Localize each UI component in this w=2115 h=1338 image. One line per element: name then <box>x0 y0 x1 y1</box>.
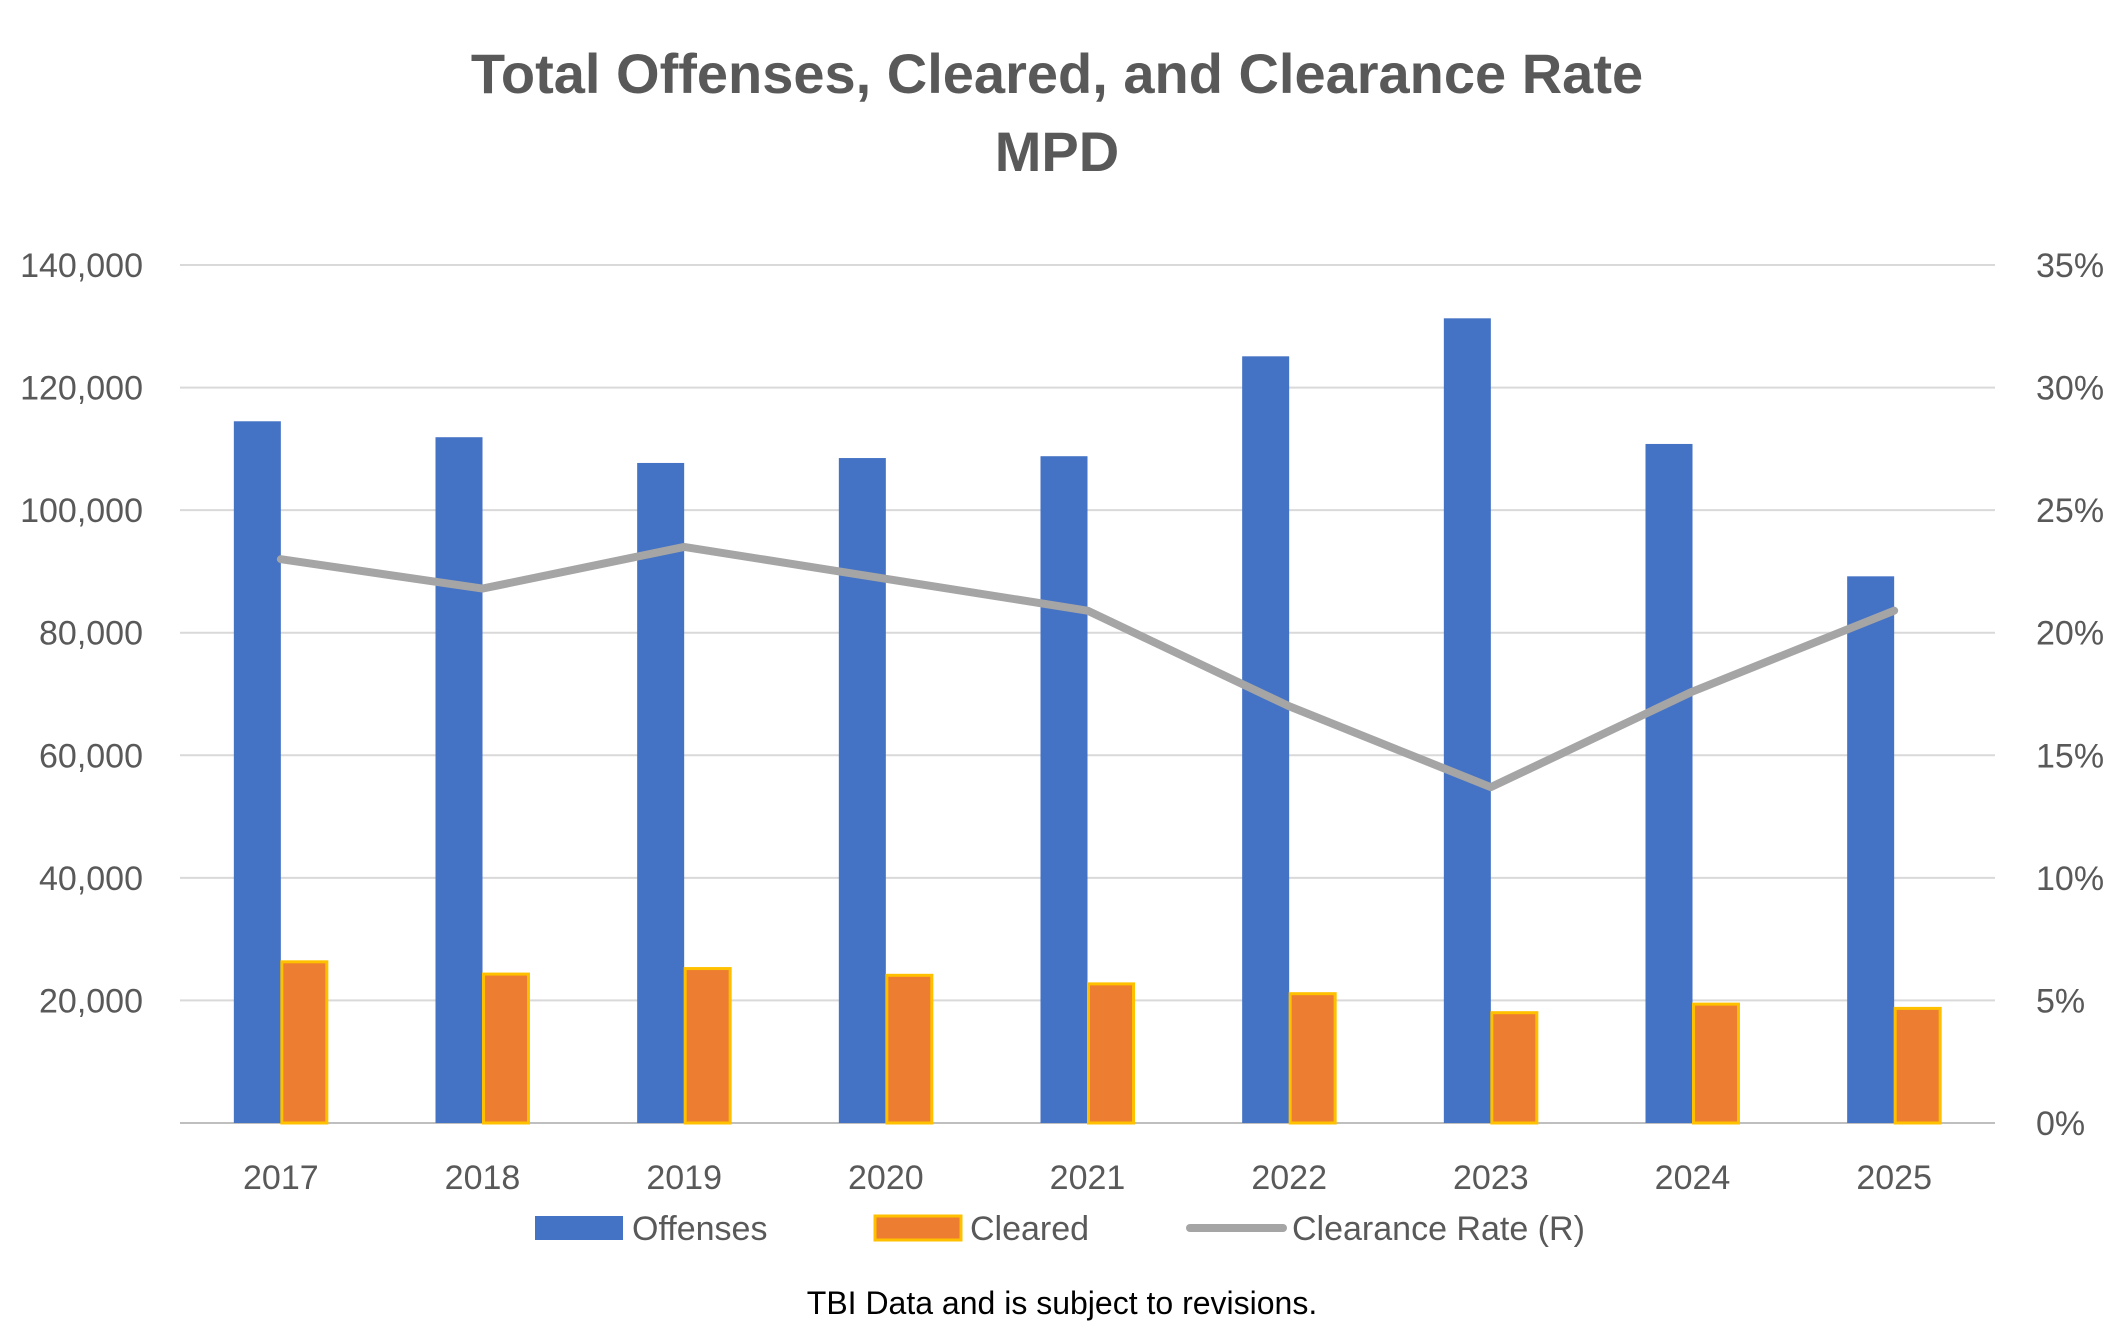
x-tick-label: 2018 <box>445 1159 521 1197</box>
y-right-tick-label: 20% <box>2036 615 2104 653</box>
y-right-tick-label: 25% <box>2036 492 2104 530</box>
cleared-bar <box>1893 1006 1942 1125</box>
y-left-tick-label: 60,000 <box>39 737 143 775</box>
offenses-bar <box>838 458 886 1123</box>
cleared-bar <box>1087 982 1135 1125</box>
x-tick-label: 2019 <box>646 1159 722 1197</box>
x-tick-label: 2021 <box>1050 1159 1126 1197</box>
y-right-tick-label: 35% <box>2036 247 2104 285</box>
offenses-bar <box>1847 576 1895 1123</box>
offenses-bar <box>1645 443 1693 1123</box>
x-tick-label: 2020 <box>848 1159 924 1197</box>
chart-title: Total Offenses, Cleared, and Clearance R… <box>471 42 1643 105</box>
clearance-rate-polyline <box>276 542 1899 792</box>
x-tick-label: 2025 <box>1856 1159 1932 1197</box>
y-left-tick-label: 120,000 <box>20 370 143 408</box>
y-left-tick-label: 80,000 <box>39 615 143 653</box>
y-left-tick-label: 40,000 <box>39 860 143 898</box>
offenses-bar <box>435 437 483 1123</box>
offenses-bar <box>1443 318 1491 1123</box>
cleared-bar <box>1288 992 1337 1125</box>
legend-label-clearance-rate: Clearance Rate (R) <box>1292 1210 1585 1248</box>
footnote: TBI Data and is subject to revisions. <box>807 1285 1317 1321</box>
cleared-bar <box>683 967 732 1125</box>
axes: 20,000 40,000 60,000 80,000 100,000 120,000 14… <box>20 247 2104 1197</box>
cleared-bar <box>482 972 530 1125</box>
clearance-rate-line <box>276 542 1899 792</box>
x-tick-label: 2017 <box>243 1159 319 1197</box>
y-left-tick-label: 140,000 <box>20 247 143 285</box>
bars <box>233 318 1942 1125</box>
offenses-bar <box>637 462 685 1123</box>
y-left-tick-label: 100,000 <box>20 492 143 530</box>
legend: Offenses Cleared Clearance Rate (R) <box>535 1210 1585 1248</box>
x-tick-label: 2022 <box>1251 1159 1327 1197</box>
y-right-tick-label: 10% <box>2036 860 2104 898</box>
offenses-bar <box>233 421 281 1123</box>
y-right-tick-label: 15% <box>2036 737 2104 775</box>
x-tick-label: 2023 <box>1453 1159 1529 1197</box>
legend-swatch-cleared <box>873 1214 963 1242</box>
chart-subtitle: MPD <box>995 120 1119 183</box>
y-right-tick-label: 0% <box>2036 1105 2085 1143</box>
y-right-tick-label: 30% <box>2036 370 2104 408</box>
legend-label-offenses: Offenses <box>632 1210 767 1248</box>
legend-label-cleared: Cleared <box>970 1210 1089 1248</box>
y-right-tick-label: 5% <box>2036 982 2085 1020</box>
x-tick-label: 2024 <box>1655 1159 1731 1197</box>
y-left-tick-label: 20,000 <box>39 982 143 1020</box>
offenses-bar <box>1242 356 1290 1124</box>
cleared-bar <box>280 960 329 1125</box>
legend-swatch-offenses <box>535 1216 623 1240</box>
cleared-bar <box>885 973 934 1125</box>
cleared-bar <box>1490 1011 1539 1125</box>
cleared-bar <box>1692 1002 1740 1125</box>
offenses-bar <box>1040 456 1088 1123</box>
